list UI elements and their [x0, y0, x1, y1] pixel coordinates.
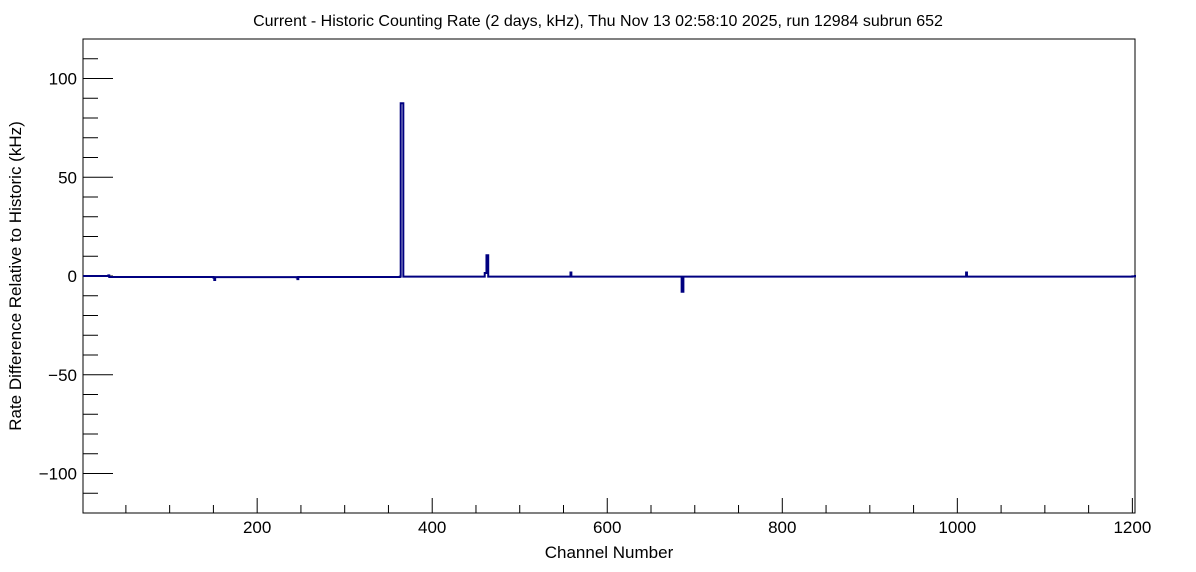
y-tick-label: −50 [48, 366, 77, 385]
x-tick-label: 600 [593, 518, 621, 537]
y-tick-label: 0 [68, 267, 77, 286]
plot-area [82, 38, 1136, 514]
y-tick-label: 100 [49, 70, 77, 89]
x-axis-label: Channel Number [545, 543, 674, 562]
x-tick-label: 400 [418, 518, 446, 537]
x-tick-label: 1000 [938, 518, 976, 537]
x-tick-label: 200 [243, 518, 271, 537]
y-tick-label: 50 [58, 168, 77, 187]
x-axis: 200 400 600 800 1000 1200 [125, 498, 1151, 537]
x-tick-label: 800 [768, 518, 796, 537]
y-tick-label: −100 [39, 465, 77, 484]
x-tick-label: 1200 [1113, 518, 1151, 537]
y-axis-label: Rate Difference Relative to Historic (kH… [6, 121, 25, 431]
chart-title: Current - Historic Counting Rate (2 days… [253, 13, 943, 30]
series-line [83, 102, 1136, 293]
